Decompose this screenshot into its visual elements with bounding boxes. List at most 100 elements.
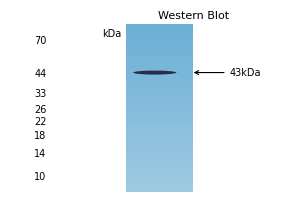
Bar: [126, 94, 193, 95]
Bar: [126, 92, 193, 93]
Bar: [126, 96, 193, 97]
Bar: [126, 103, 193, 104]
Bar: [126, 132, 193, 133]
Bar: [126, 70, 193, 71]
Bar: [126, 49, 193, 50]
Bar: [126, 65, 193, 66]
Bar: [126, 168, 193, 169]
Bar: [126, 112, 193, 113]
Bar: [126, 45, 193, 46]
Bar: [126, 165, 193, 166]
Bar: [126, 106, 193, 107]
Bar: [126, 139, 193, 140]
Bar: [126, 171, 193, 172]
Bar: [126, 115, 193, 116]
Bar: [126, 166, 193, 167]
Bar: [126, 35, 193, 36]
Bar: [126, 39, 193, 40]
Bar: [126, 74, 193, 75]
Bar: [126, 156, 193, 157]
Bar: [126, 110, 193, 111]
Bar: [126, 91, 193, 92]
Bar: [126, 76, 193, 77]
Bar: [126, 127, 193, 128]
Bar: [126, 61, 193, 62]
Bar: [126, 138, 193, 139]
Bar: [126, 141, 193, 142]
Bar: [126, 140, 193, 141]
Bar: [126, 69, 193, 70]
Bar: [126, 180, 193, 181]
Bar: [126, 48, 193, 49]
Bar: [126, 184, 193, 185]
Bar: [126, 160, 193, 161]
Bar: [126, 178, 193, 179]
Bar: [126, 191, 193, 192]
Bar: [126, 189, 193, 190]
Bar: [126, 163, 193, 164]
Ellipse shape: [133, 71, 176, 75]
Bar: [126, 116, 193, 117]
Bar: [126, 33, 193, 34]
Bar: [126, 151, 193, 152]
Bar: [126, 98, 193, 99]
Bar: [126, 68, 193, 69]
Bar: [126, 50, 193, 51]
Bar: [126, 149, 193, 150]
Bar: [126, 136, 193, 137]
Bar: [126, 85, 193, 86]
Bar: [126, 62, 193, 63]
Bar: [126, 114, 193, 115]
Bar: [126, 174, 193, 175]
Bar: [126, 172, 193, 173]
Bar: [126, 130, 193, 131]
Bar: [126, 133, 193, 134]
Bar: [126, 72, 193, 73]
Bar: [126, 147, 193, 148]
Bar: [126, 144, 193, 145]
Bar: [126, 131, 193, 132]
Bar: [126, 109, 193, 110]
Bar: [126, 57, 193, 58]
Bar: [126, 125, 193, 126]
Bar: [126, 47, 193, 48]
Bar: [126, 159, 193, 160]
Bar: [126, 31, 193, 32]
Bar: [126, 190, 193, 191]
Bar: [126, 185, 193, 186]
Bar: [126, 30, 193, 31]
Bar: [126, 107, 193, 108]
Bar: [126, 181, 193, 182]
Bar: [126, 111, 193, 112]
Bar: [126, 169, 193, 170]
Bar: [126, 154, 193, 155]
Bar: [126, 54, 193, 55]
Bar: [126, 170, 193, 171]
Bar: [126, 73, 193, 74]
Bar: [126, 121, 193, 122]
Bar: [126, 43, 193, 44]
Bar: [126, 51, 193, 52]
Bar: [126, 108, 193, 109]
Bar: [126, 187, 193, 188]
Bar: [126, 104, 193, 105]
Bar: [126, 84, 193, 85]
Bar: [126, 56, 193, 57]
Bar: [126, 100, 193, 101]
Bar: [126, 120, 193, 121]
Bar: [126, 81, 193, 82]
Bar: [126, 123, 193, 124]
Bar: [126, 40, 193, 41]
Text: kDa: kDa: [102, 29, 121, 39]
Bar: [126, 137, 193, 138]
Bar: [126, 188, 193, 189]
Bar: [126, 167, 193, 168]
Bar: [126, 150, 193, 151]
Bar: [126, 128, 193, 129]
Bar: [126, 80, 193, 81]
Bar: [126, 164, 193, 165]
Bar: [126, 55, 193, 56]
Bar: [126, 34, 193, 35]
Bar: [126, 134, 193, 135]
Bar: [126, 44, 193, 45]
